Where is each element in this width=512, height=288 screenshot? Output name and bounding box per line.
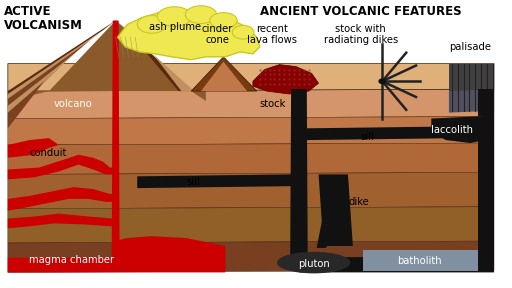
Polygon shape [318, 175, 353, 246]
Polygon shape [431, 115, 494, 143]
Polygon shape [112, 20, 120, 258]
Ellipse shape [210, 13, 237, 28]
Polygon shape [299, 256, 494, 272]
Polygon shape [8, 117, 494, 145]
Text: batholith: batholith [397, 256, 442, 266]
Polygon shape [8, 89, 494, 119]
Polygon shape [8, 20, 206, 101]
Polygon shape [8, 30, 103, 101]
Polygon shape [8, 67, 61, 128]
Text: sill: sill [360, 132, 375, 142]
Text: palisade: palisade [450, 42, 492, 52]
Ellipse shape [232, 25, 254, 39]
Polygon shape [8, 64, 494, 91]
Polygon shape [8, 20, 116, 96]
Polygon shape [8, 214, 113, 228]
Polygon shape [362, 250, 478, 271]
Ellipse shape [137, 16, 166, 33]
Polygon shape [8, 233, 225, 272]
Polygon shape [8, 173, 494, 209]
Polygon shape [478, 89, 494, 115]
Polygon shape [8, 207, 494, 243]
Polygon shape [8, 52, 76, 119]
Polygon shape [8, 143, 494, 175]
Polygon shape [316, 214, 333, 248]
Text: cinder
cone: cinder cone [202, 24, 233, 45]
Ellipse shape [185, 6, 217, 23]
Text: pluton: pluton [298, 259, 330, 269]
Text: magma chamber: magma chamber [29, 255, 115, 265]
Polygon shape [201, 62, 247, 91]
Text: stock with
radiating dikes: stock with radiating dikes [324, 24, 398, 45]
Polygon shape [253, 65, 318, 94]
Text: stock: stock [260, 99, 286, 109]
Polygon shape [478, 138, 494, 258]
Ellipse shape [157, 7, 191, 26]
Text: laccolith: laccolith [431, 125, 473, 135]
Polygon shape [307, 126, 461, 140]
Polygon shape [449, 64, 494, 91]
Text: recent
lava flows: recent lava flows [247, 24, 297, 45]
Text: ash plume: ash plume [149, 22, 201, 32]
Polygon shape [290, 89, 308, 268]
Polygon shape [8, 40, 90, 109]
Text: dike: dike [349, 197, 370, 207]
Polygon shape [191, 57, 257, 91]
Text: sill: sill [186, 177, 200, 187]
Text: volcano: volcano [54, 99, 93, 109]
Polygon shape [8, 187, 113, 211]
Polygon shape [449, 89, 494, 113]
Polygon shape [8, 138, 59, 158]
Polygon shape [118, 11, 260, 60]
Polygon shape [116, 20, 194, 91]
Ellipse shape [378, 78, 386, 84]
Polygon shape [8, 155, 113, 179]
Text: ACTIVE
VOLCANISM: ACTIVE VOLCANISM [4, 5, 83, 32]
Polygon shape [137, 175, 291, 188]
Text: conduit: conduit [29, 148, 67, 158]
Polygon shape [116, 20, 191, 91]
Text: ANCIENT VOLCANIC FEATURES: ANCIENT VOLCANIC FEATURES [260, 5, 461, 18]
Polygon shape [8, 241, 494, 272]
Ellipse shape [277, 252, 350, 273]
